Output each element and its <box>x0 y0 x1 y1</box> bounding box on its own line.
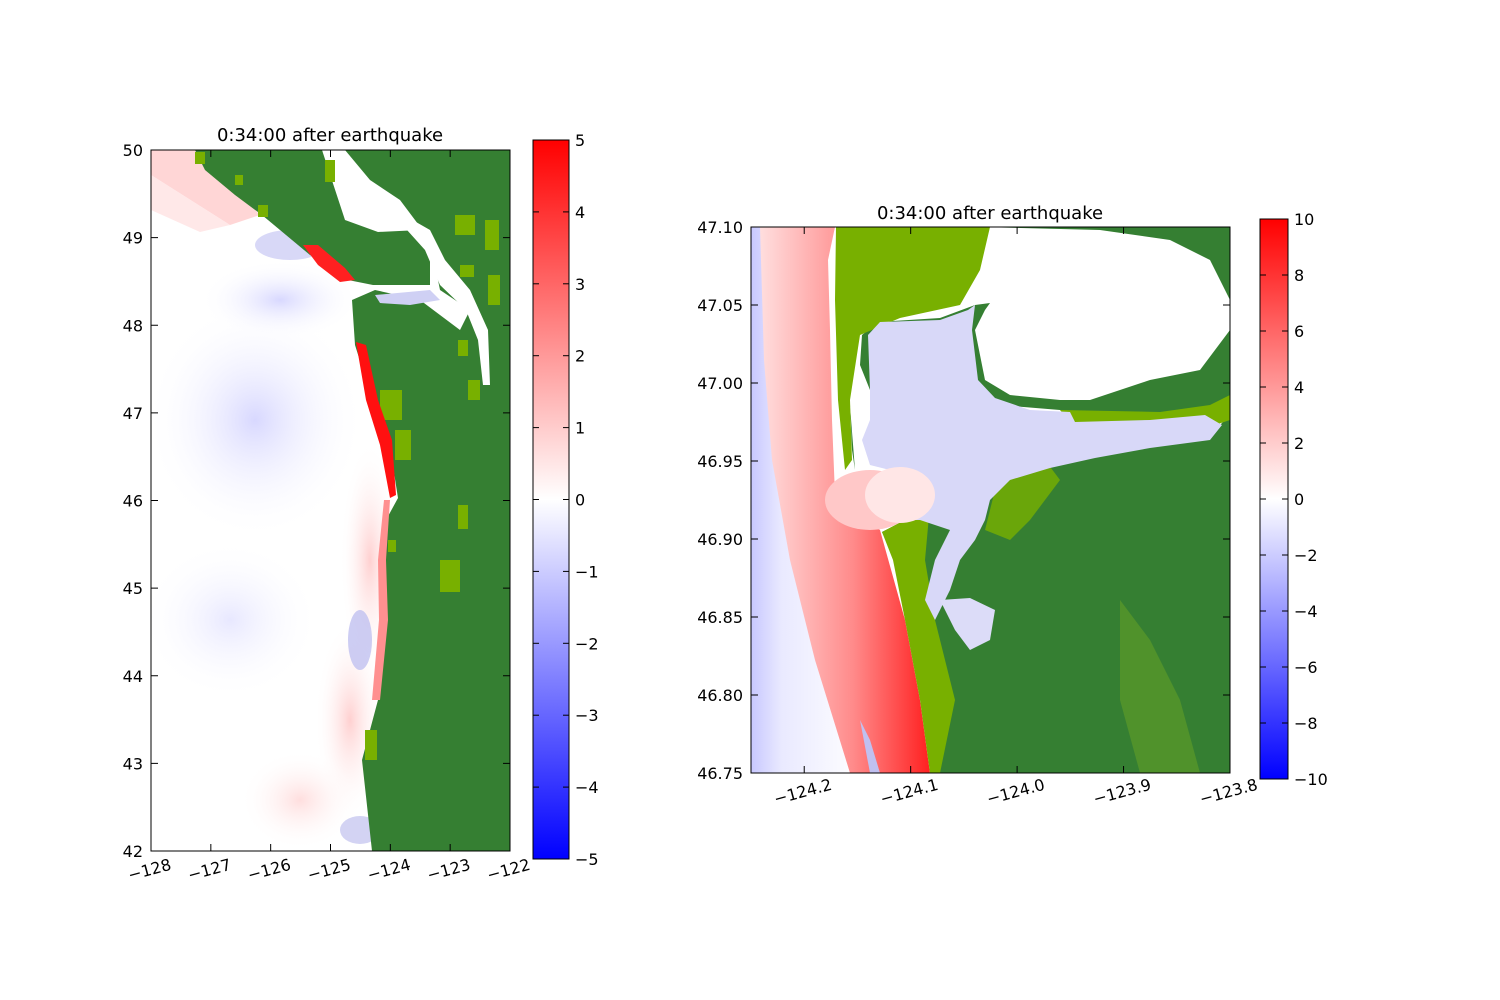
colorbar: −5 −4 −3 −2 −1 0 1 2 3 4 5 <box>532 131 599 869</box>
colorbar-tick-label: −2 <box>575 634 599 653</box>
x-tick-label: −123 <box>425 855 472 885</box>
y-tick-label: 42 <box>123 842 143 861</box>
plot-title: 0:34:00 after earthquake <box>217 125 443 146</box>
colorbar-tick-label: −2 <box>1294 546 1318 565</box>
colorbar-ticks: −10 −8 −6 −4 −2 0 2 4 6 8 10 <box>1260 210 1328 789</box>
y-tick-label: 47.00 <box>697 374 743 393</box>
x-tick-label: −126 <box>246 855 293 885</box>
colorbar-tick-label: 2 <box>1294 434 1304 453</box>
y-tick-label: 47 <box>123 404 143 423</box>
y-axis: 42 43 44 45 46 47 48 49 50 <box>123 141 510 861</box>
y-tick-label: 46.85 <box>697 608 743 627</box>
colorbar-tick-label: −10 <box>1294 770 1328 789</box>
colorbar-tick-label: −3 <box>575 706 599 725</box>
x-tick-label: −124.0 <box>985 775 1047 809</box>
colorbar-tick-label: −1 <box>575 562 599 581</box>
x-tick-label: −124 <box>365 855 412 885</box>
y-tick-label: 46.90 <box>697 530 743 549</box>
y-tick-label: 46.75 <box>697 764 743 783</box>
colorbar-tick-label: 3 <box>575 275 585 294</box>
y-tick-label: 46 <box>123 492 143 511</box>
colorbar-tick-label: −4 <box>575 778 599 797</box>
x-tick-label: −122 <box>485 855 532 885</box>
colorbar-tick-label: 6 <box>1294 322 1304 341</box>
y-tick-label: 43 <box>123 754 143 773</box>
x-tick-label: −124.2 <box>772 775 834 809</box>
colorbar-tick-label: −4 <box>1294 602 1318 621</box>
x-tick-label: −124.1 <box>878 775 940 809</box>
y-tick-label: 48 <box>123 316 143 335</box>
y-tick-label: 47.05 <box>697 296 743 315</box>
y-tick-label: 45 <box>123 579 143 598</box>
plot-title: 0:34:00 after earthquake <box>877 203 1103 224</box>
x-tick-label: −123.8 <box>1198 775 1260 809</box>
colorbar-tick-label: −6 <box>1294 658 1318 677</box>
colorbar-tick-label: −5 <box>575 850 599 869</box>
x-tick-label: −127 <box>186 855 233 885</box>
y-tick-label: 49 <box>123 229 143 248</box>
plot-frame <box>750 226 1231 774</box>
map-image <box>751 227 1230 773</box>
x-tick-label: −123.9 <box>1091 775 1153 809</box>
colorbar-tick-label: 4 <box>1294 378 1304 397</box>
y-tick-label: 47.10 <box>697 218 743 237</box>
colorbar-tick-label: 5 <box>575 131 585 150</box>
y-axis: 46.75 46.80 46.85 46.90 46.95 47.00 47.05 47.10 <box>697 218 1230 783</box>
x-tick-label: −125 <box>305 855 352 885</box>
colorbar: −10 −8 −6 −4 −2 0 2 4 6 8 10 <box>1259 210 1328 789</box>
colorbar-tick-label: 10 <box>1294 210 1314 229</box>
y-tick-label: 46.95 <box>697 452 743 471</box>
y-tick-label: 46.80 <box>697 686 743 705</box>
colorbar-ticks: −5 −4 −3 −2 −1 0 1 2 3 4 5 <box>533 131 599 869</box>
panel-left: 0:34:00 after earthquake <box>123 125 599 885</box>
colorbar-tick-label: 8 <box>1294 266 1304 285</box>
colorbar-tick-label: 2 <box>575 347 585 366</box>
colorbar-tick-label: 0 <box>1294 490 1304 509</box>
colorbar-tick-label: −8 <box>1294 714 1318 733</box>
y-tick-label: 44 <box>123 667 143 686</box>
colorbar-tick-label: 4 <box>575 203 585 222</box>
colorbar-tick-label: 0 <box>575 491 585 510</box>
y-tick-label: 50 <box>123 141 143 160</box>
colorbar-tick-label: 1 <box>575 419 585 438</box>
map-image <box>151 150 510 851</box>
